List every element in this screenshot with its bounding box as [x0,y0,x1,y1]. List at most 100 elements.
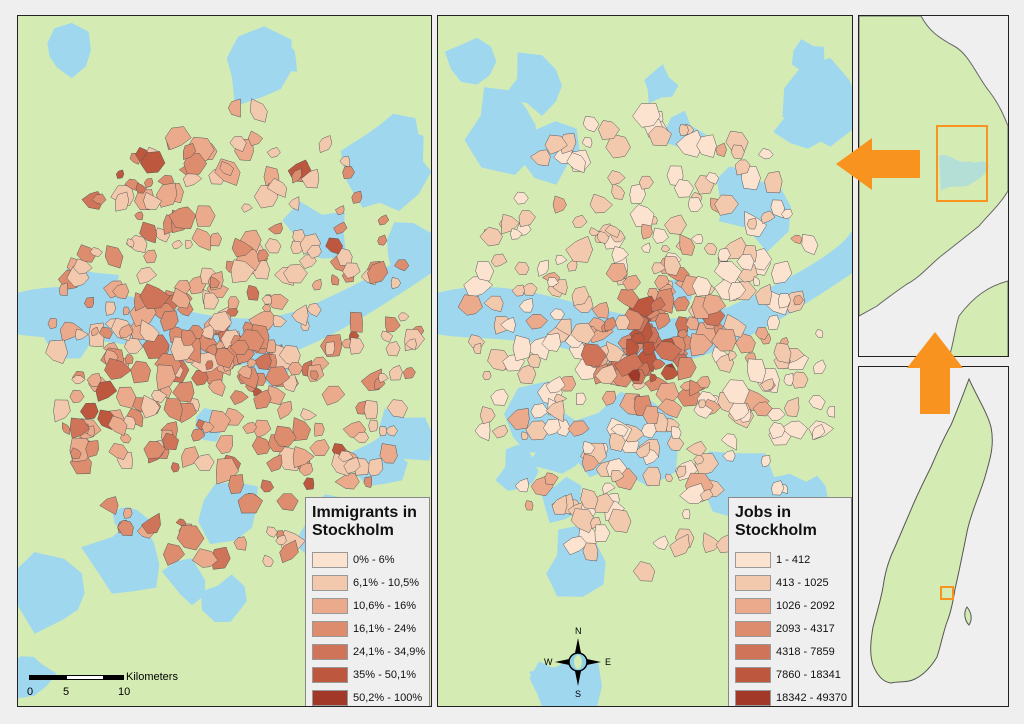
zone-polygon [118,324,134,339]
zone-polygon [342,262,361,279]
zone-polygon [253,388,263,397]
zone-polygon [183,143,197,160]
zone-polygon [321,385,346,406]
lake-shape [161,558,206,606]
zone-polygon [99,496,119,515]
compass-south-label: S [575,689,582,699]
zone-polygon [183,152,208,175]
zone-polygon [746,218,757,230]
zone-polygon [582,542,599,562]
zone-polygon [511,284,525,297]
legend-label: 1 - 412 [776,553,811,566]
zone-polygon [168,206,197,230]
zone-polygon [581,453,600,472]
legend-label: 4318 - 7859 [776,645,835,658]
zone-polygon [143,440,166,460]
zone-polygon [171,287,191,309]
zone-polygon [760,210,776,224]
zone-polygon [266,454,283,472]
zone-polygon [351,190,363,204]
zone-polygon [728,282,747,302]
zone-polygon [136,266,158,285]
zone-polygon [139,319,160,342]
zone-polygon [98,326,113,340]
zone-polygon [591,301,609,319]
zone-polygon [139,221,157,244]
zone-polygon [760,378,775,392]
jobs-map: Jobs in Stockholm 1 - 412 413 - 1025 1026 … [437,15,853,707]
zone-polygon [555,254,568,266]
zone-polygon [303,477,315,490]
zone-polygon [632,102,661,128]
scale-tick-0: 0 [27,686,34,698]
zone-polygon [287,361,304,376]
zone-polygon [338,450,354,462]
zone-polygon [229,136,247,152]
zone-polygon [483,295,504,312]
zone-polygon [801,233,819,256]
gotland-shape [964,606,972,626]
zone-polygon [379,443,398,464]
zone-polygon [363,476,373,488]
zone-polygon [215,435,233,455]
legend-label: 413 - 1025 [776,576,829,589]
zone-polygon [605,263,628,283]
zone-polygon [58,282,68,296]
zone-polygon [257,249,270,262]
zone-polygon [808,395,826,411]
zone-polygon [675,129,704,158]
legend-row: 1 - 412 [735,548,845,571]
region-inset-map [858,15,1009,357]
zone-polygon [728,401,750,422]
zone-polygon [214,348,236,369]
zone-polygon [246,284,260,301]
zone-polygon [730,144,745,160]
zone-polygon [114,191,130,212]
zone-polygon [62,422,70,436]
zone-polygon [261,295,272,305]
zone-polygon [386,399,408,418]
zone-polygon [229,390,249,406]
zone-polygon [251,436,272,455]
zone-polygon [388,364,403,381]
zone-polygon [605,133,631,159]
legend-swatch [312,666,348,683]
zone-polygon [343,456,361,474]
lake-shape [644,64,679,104]
zone-polygon [610,423,629,437]
legend-label: 6,1% - 10,5% [353,576,420,589]
zone-polygon [815,329,824,338]
north-arrow-compass-icon: N S E W [543,624,613,700]
zone-polygon [90,326,99,337]
zone-polygon [291,168,302,184]
compass-rose-icon [555,638,601,686]
zone-polygon [651,262,667,275]
scale-segment [104,675,124,680]
zone-polygon [123,507,133,519]
scale-unit-label: Kilometers [126,671,178,683]
lake-shape [718,175,791,252]
zone-polygon [267,222,283,235]
zone-polygon [160,310,179,332]
zone-polygon [664,214,687,235]
zone-polygon [164,126,192,151]
zone-polygon [790,234,803,244]
immigrants-legend: Immigrants in Stockholm 0% - 6% 6,1% - 10… [305,497,430,706]
sweden-shape [870,377,993,684]
zone-polygon [104,358,132,380]
zone-polygon [521,431,529,441]
legend-swatch [312,597,348,614]
zone-polygon [283,264,308,284]
zone-polygon [405,338,417,351]
zone-polygon [611,182,625,200]
lake-shape [201,574,247,622]
zone-polygon [291,304,309,327]
left-arrow-icon [836,138,920,190]
zone-polygon [629,204,655,228]
zone-polygon [227,296,240,310]
zone-polygon [247,358,257,368]
zone-polygon [306,245,322,259]
zone-polygon [720,433,738,451]
zone-polygon [687,197,703,212]
zone-polygon [385,341,401,357]
